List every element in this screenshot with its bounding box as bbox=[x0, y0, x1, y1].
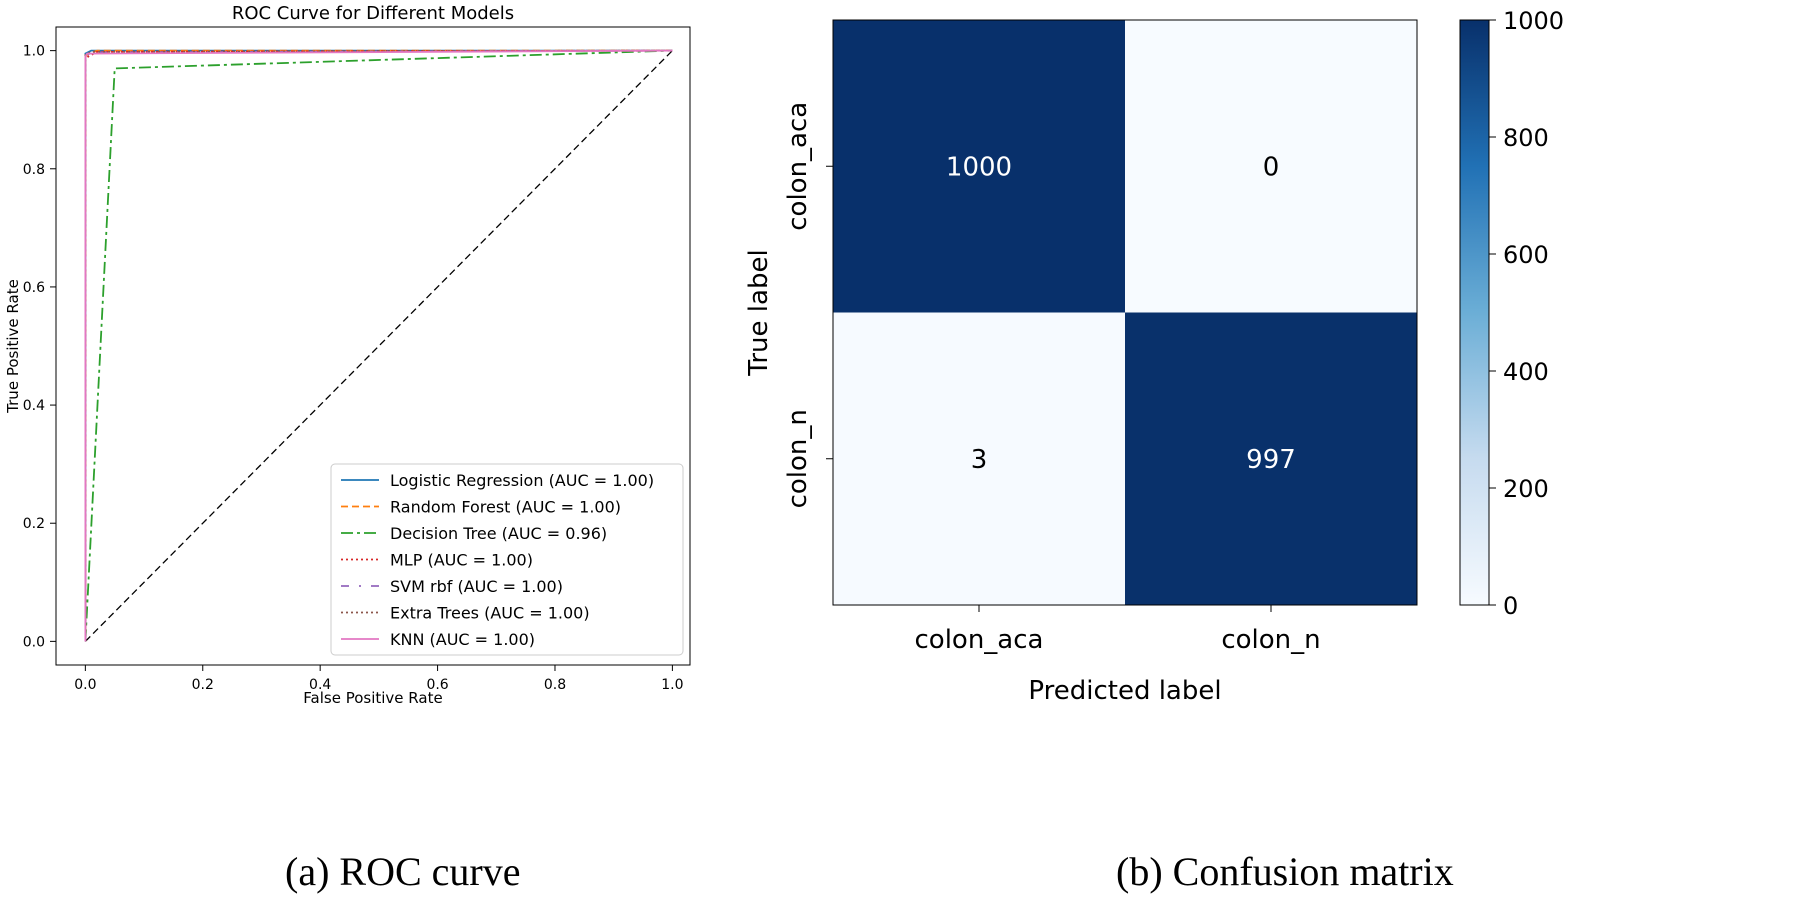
roc-y-tick-label-5: 1.0 bbox=[23, 44, 45, 60]
roc-legend bbox=[330, 463, 684, 656]
roc-legend-label-1: Random Forest (AUC = 1.00) bbox=[390, 498, 621, 517]
cm-cell-1-0 bbox=[833, 312, 1125, 605]
roc-x-tick-label-1: 0.2 bbox=[192, 677, 214, 693]
cm-cell-0-1 bbox=[1125, 20, 1417, 313]
roc-x-tick-label-5: 1.0 bbox=[661, 677, 683, 693]
roc-x-tick-label-2: 0.4 bbox=[309, 677, 331, 693]
roc-x-tick-label-4: 0.8 bbox=[544, 677, 566, 693]
roc-legend-label-0: Logistic Regression (AUC = 1.00) bbox=[390, 471, 654, 490]
roc-legend-label-2: Decision Tree (AUC = 0.96) bbox=[390, 524, 607, 543]
roc-chart: 0.0 0.2 0.4 0.6 0.8 1.0 0.0 0.2 0.4 0.6 0.8 1.0 ROC … bbox=[4, 3, 691, 707]
cm-colorbar-tick-label-0: 0 bbox=[1503, 592, 1518, 620]
roc-x-tick-label-0: 0.0 bbox=[74, 677, 96, 693]
roc-series-line-3 bbox=[84, 49, 673, 642]
cm-cell-value-0-0: 1000 bbox=[946, 152, 1012, 182]
cm-cell-value-1-1: 997 bbox=[1246, 445, 1296, 475]
cm-colorbar-tick-label-3: 600 bbox=[1503, 241, 1549, 269]
cm-x-tick-label-1: colon_n bbox=[1221, 625, 1320, 655]
cm-cell-value-0-1: 0 bbox=[1263, 152, 1280, 182]
roc-x-tick-label-3: 0.6 bbox=[426, 677, 448, 693]
roc-legend-label-5: Extra Trees (AUC = 1.00) bbox=[390, 604, 590, 623]
roc-y-tick-label-4: 0.8 bbox=[23, 162, 45, 178]
roc-plot-frame bbox=[55, 26, 691, 666]
roc-legend-label-6: KNN (AUC = 1.00) bbox=[390, 630, 535, 649]
roc-y-tick-label-2: 0.4 bbox=[23, 398, 45, 414]
roc-y-tick-label-3: 0.6 bbox=[23, 280, 45, 296]
cm-colorbar-tick-label-1: 200 bbox=[1503, 475, 1549, 503]
roc-y-axis-label: True Positive Rate bbox=[4, 279, 22, 414]
cm-x-tick-label-0: colon_aca bbox=[915, 625, 1044, 655]
confusion-matrix-caption: (b) Confusion matrix bbox=[1116, 849, 1454, 894]
confusion-matrix-chart: 1000 0 3 997 colon_aca colon_n colon_aca colon_… bbox=[744, 7, 1564, 706]
roc-title: ROC Curve for Different Models bbox=[232, 3, 514, 24]
cm-plot-frame bbox=[832, 19, 1418, 606]
cm-x-axis-label: Predicted label bbox=[1028, 676, 1221, 706]
cm-cell-value-1-0: 3 bbox=[971, 445, 988, 475]
roc-reference-line bbox=[84, 50, 673, 642]
roc-y-tick-label-1: 0.2 bbox=[23, 516, 45, 532]
cm-y-tick-label-1: colon_n bbox=[783, 409, 813, 508]
cm-colorbar-tick-label-5: 1000 bbox=[1503, 7, 1564, 35]
cm-cell-1-1 bbox=[1125, 312, 1417, 605]
cm-cell-0-0 bbox=[833, 20, 1125, 313]
cm-colorbar-tick-label-2: 400 bbox=[1503, 358, 1549, 386]
roc-series-line-6 bbox=[84, 49, 673, 642]
cm-colorbar-tick-label-4: 800 bbox=[1503, 124, 1549, 152]
roc-y-tick-label-0: 0.0 bbox=[23, 634, 45, 650]
roc-x-axis-label: False Positive Rate bbox=[303, 689, 442, 707]
roc-caption: (a) ROC curve bbox=[285, 849, 521, 894]
cm-colorbar bbox=[1459, 19, 1490, 606]
cm-y-tick-label-0: colon_aca bbox=[783, 102, 813, 231]
roc-legend-label-4: SVM rbf (AUC = 1.00) bbox=[390, 577, 563, 596]
roc-legend-label-3: MLP (AUC = 1.00) bbox=[390, 551, 533, 570]
cm-y-axis-label: True label bbox=[744, 249, 774, 376]
roc-series-line-2 bbox=[84, 49, 673, 642]
